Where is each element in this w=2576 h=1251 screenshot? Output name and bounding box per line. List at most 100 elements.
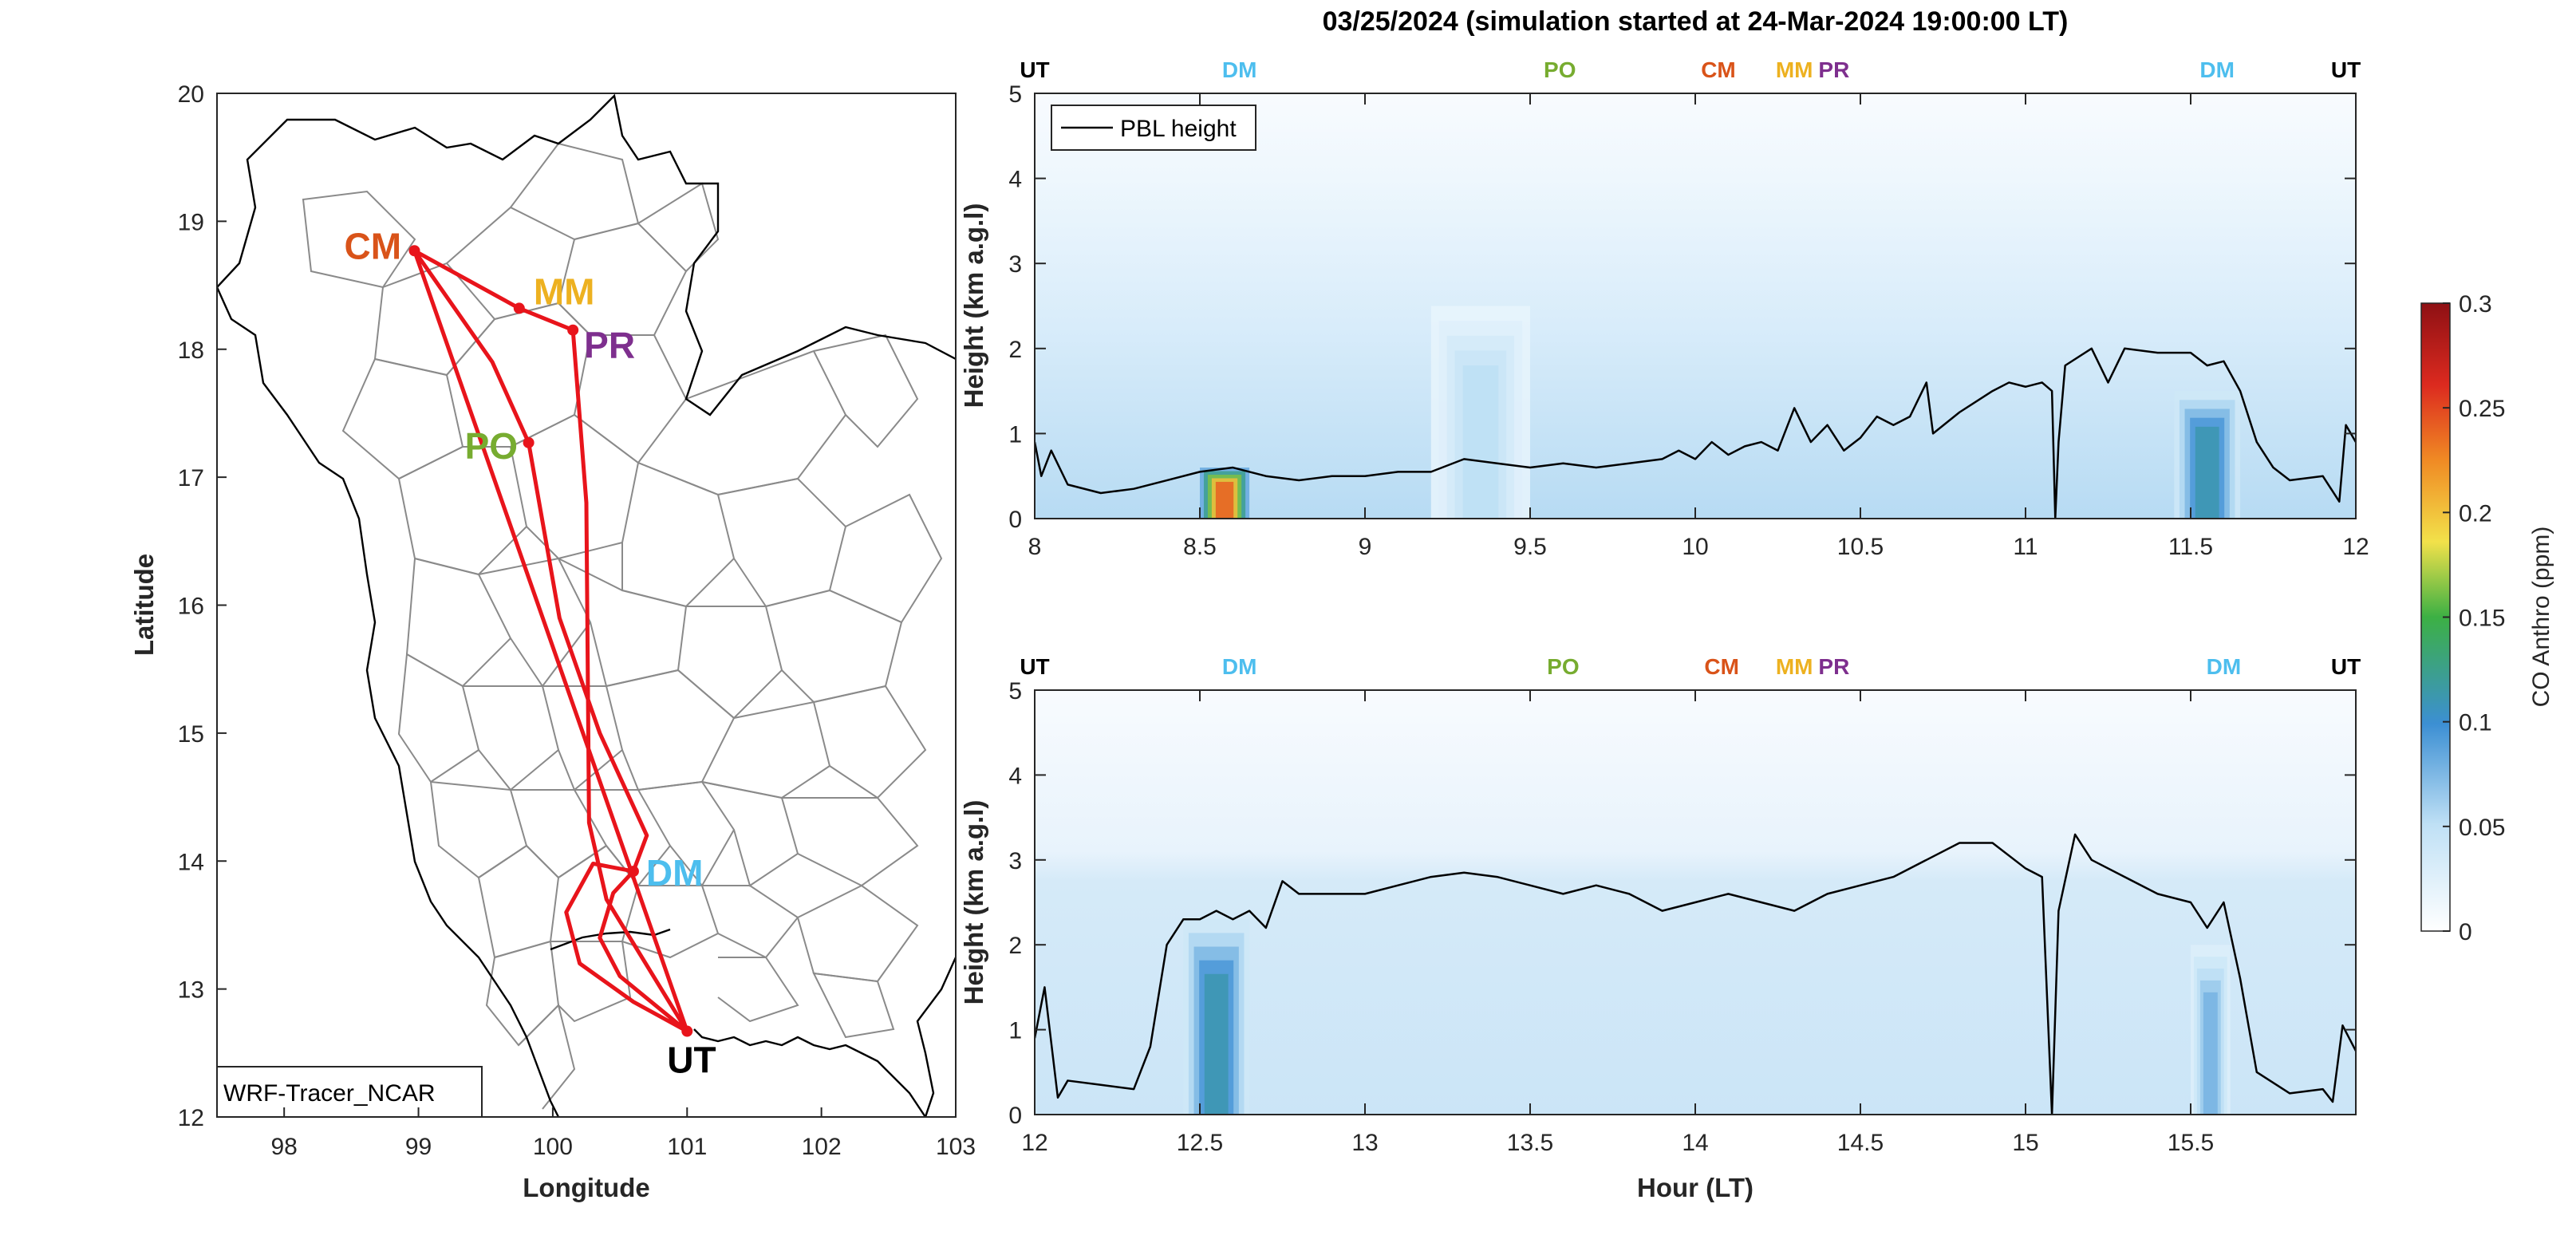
top-co-band-2 [1462,365,1499,519]
colorbar-tick-label: 0 [2459,919,2472,945]
bottom-y-label: Height (km a.g.l) [959,800,988,1005]
colorbar-tick-label: 0.15 [2459,606,2505,632]
top-x-tick-label: 12 [2342,534,2369,560]
figure-title: 03/25/2024 (simulation started at 24-Mar… [1323,6,2069,37]
top-flight-marker-mm: MM [1776,57,1813,82]
map-y-tick-label: 14 [178,849,204,875]
site-label-po: PO [465,425,518,467]
source-label: WRF-Tracer_NCAR [223,1080,436,1107]
top-plot-background [1035,93,2356,519]
colorbar-ticks: 0 0.05 0.1 0.15 0.2 0.25 0.3 [2443,291,2505,945]
source-box [216,1066,483,1118]
bot-flight-marker-cm: CM [1704,654,1739,679]
top-x-tick-label: 11.5 [2168,534,2213,560]
bot-flight-marker-pr: PR [1818,654,1849,679]
map-y-tick-label: 19 [178,209,204,235]
colorbar-label: CO Anthro (ppm) [2528,527,2554,708]
top-flight-marker-ut: UT [1020,57,1049,82]
bot-flight-marker-ut: UT [2331,654,2361,679]
top-y-ticks: 0 1 2 3 4 5 [1008,81,2356,533]
top-co-band-0 [1215,481,1234,519]
bot-x-tick-label: 13.5 [1507,1130,1553,1156]
top-co-field [1200,306,2241,519]
site-label-dm: DM [646,852,704,894]
map-x-label: Longitude [523,1173,649,1202]
site-dot-ut [681,1025,693,1037]
map-y-tick-label: 20 [178,81,204,108]
top-x-tick-label: 11 [2013,534,2038,560]
top-y-label: Height (km a.g.l) [959,203,988,408]
map-y-tick-label: 18 [178,337,204,364]
colorbar-tick-label: 0.25 [2459,396,2505,422]
bot-flight-marker-mm: MM [1776,654,1813,679]
pbl-legend-label: PBL height [1120,116,1237,142]
map-x-tick-label: 100 [533,1134,573,1160]
top-x-tick-label: 8 [1028,534,1042,560]
bot-x-tick-label: 13 [1351,1130,1378,1156]
map-y-tick-label: 12 [178,1105,204,1131]
site-dot-pr [567,324,579,336]
bottom-pbl-line [1035,833,2356,1115]
site-label-cm: CM [344,225,401,266]
top-y-tick-label: 2 [1008,337,1022,363]
map-y-label: Latitude [129,554,159,656]
bot-y-tick-label: 0 [1008,1103,1022,1129]
bot-x-tick-label: 15 [2012,1130,2038,1156]
bot-flight-marker-dm: DM [2207,654,2242,679]
bot-x-tick-label: 12 [1021,1130,1047,1156]
bottom-flight-markers: UT DM PO CM MM PR DM UT [1020,654,2361,679]
top-pbl-line [1035,347,2356,519]
top-x-tick-label: 10 [1682,534,1708,560]
bot-co-band-0 [1204,973,1229,1115]
bot-flight-marker-ut: UT [1020,654,1049,679]
bottom-co-field [1183,919,2231,1115]
colorbar-tick-label: 0.3 [2459,291,2492,318]
bot-x-tick-label: 12.5 [1177,1130,1223,1156]
map-y-ticks: 12 13 14 15 16 17 18 19 20 [178,81,227,1131]
map-x-tick-label: 102 [802,1134,842,1160]
site-label-mm: MM [534,270,595,312]
map-y-tick-label: 15 [178,721,204,748]
site-label-pr: PR [584,325,635,366]
bot-x-tick-label: 14.5 [1837,1130,1884,1156]
bottom-x-ticks: 12 12.5 13 13.5 14 14.5 15 15.5 [1021,690,2214,1156]
top-flight-marker-dm: DM [1222,57,1257,82]
bot-y-tick-label: 2 [1008,933,1022,959]
top-x-tick-label: 8.5 [1183,534,1217,560]
colorbar-tick-label: 0.1 [2459,710,2492,736]
map-x-tick-label: 98 [270,1134,297,1160]
bot-y-tick-label: 3 [1008,848,1022,874]
map-x-tick-label: 101 [667,1134,707,1160]
map-x-ticks: 98 99 100 101 102 103 [270,1107,976,1160]
top-flight-markers: UT DM PO CM MM PR DM UT [1020,57,2361,82]
site-dot-mm [513,302,525,314]
map-y-tick-label: 13 [178,977,204,1004]
top-flight-marker-cm: CM [1701,57,1736,82]
map-y-tick-label: 16 [178,594,204,620]
site-dot-po [523,436,535,448]
bot-y-tick-label: 1 [1008,1018,1022,1044]
bot-x-tick-label: 14 [1682,1130,1708,1156]
top-x-ticks: 8 8.5 9 9.5 10 10.5 11 11.5 12 [1028,93,2369,560]
bottom-y-ticks: 0 1 2 3 4 5 [1008,678,2356,1129]
site-label-ut: UT [667,1040,716,1081]
colorbar-tick-label: 0.2 [2459,500,2492,527]
top-flight-marker-pr: PR [1818,57,1849,82]
top-x-tick-label: 9 [1359,534,1372,560]
bot-co-band-1 [2203,992,2218,1115]
bot-y-tick-label: 4 [1008,763,1022,789]
bot-flight-marker-po: PO [1547,654,1579,679]
top-y-tick-label: 3 [1008,251,1022,278]
site-dot-cm [408,245,420,257]
bot-flight-marker-dm: DM [1222,654,1257,679]
top-y-tick-label: 4 [1008,167,1022,193]
colorbar: 0 0.05 0.1 0.15 0.2 0.25 0.3 CO Anthro (ppm) [2420,291,2554,945]
colorbar-tick-label: 0.05 [2459,815,2505,841]
top-x-tick-label: 9.5 [1513,534,1547,560]
top-flight-marker-po: PO [1544,57,1576,82]
bottom-x-label: Hour (LT) [1637,1173,1753,1202]
top-y-tick-label: 0 [1008,507,1022,533]
